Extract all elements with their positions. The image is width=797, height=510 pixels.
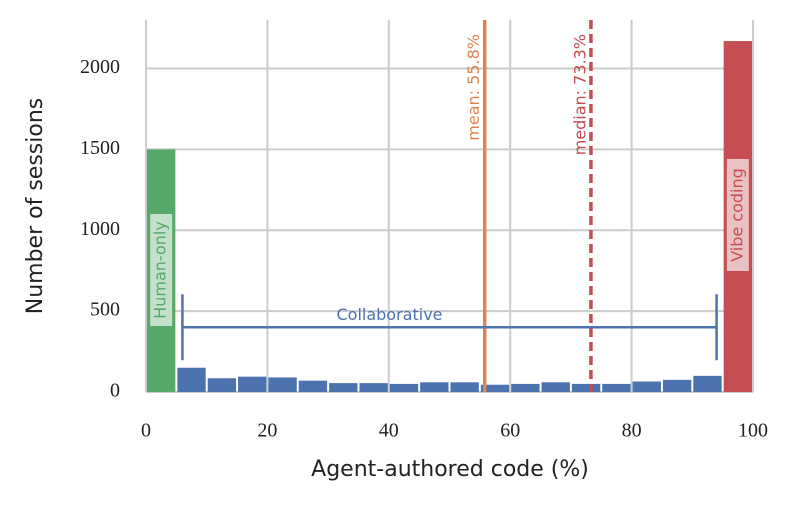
- bar: [329, 383, 358, 392]
- bar: [511, 383, 540, 392]
- y-tick-label: 1000: [80, 218, 120, 240]
- bar: [662, 379, 692, 392]
- bar: [207, 378, 237, 392]
- bar: [177, 367, 206, 392]
- x-tick-label: 60: [500, 420, 520, 442]
- label-box: [726, 159, 749, 271]
- bar: [420, 382, 449, 392]
- x-tick-label: 0: [141, 420, 151, 442]
- bar: [298, 380, 328, 392]
- bar: [450, 382, 479, 392]
- x-axis-label: Agent-authored code (%): [311, 457, 589, 482]
- bar: [541, 382, 570, 392]
- label-box: [150, 214, 173, 326]
- y-tick-label: 0: [110, 380, 120, 402]
- bar: [571, 383, 601, 392]
- x-tick-label: 20: [257, 420, 277, 442]
- y-tick-label: 2000: [80, 56, 120, 78]
- bar: [268, 377, 297, 392]
- bar: [632, 381, 661, 392]
- bar-annotation: Vibe coding: [727, 168, 746, 262]
- bar: [359, 383, 388, 392]
- bar: [480, 384, 510, 392]
- x-tick-label: 40: [379, 420, 399, 442]
- reference-label: median: 73.3%: [570, 34, 589, 155]
- x-tick-label: 80: [622, 420, 642, 442]
- y-axis-label: Number of sessions: [23, 98, 48, 314]
- bar-annotation: Human-only: [151, 221, 170, 319]
- bar: [693, 375, 722, 392]
- y-tick-label: 500: [90, 299, 120, 321]
- reference-label: mean: 55.8%: [464, 34, 483, 141]
- bar: [389, 383, 419, 392]
- x-tick-label: 100: [738, 420, 768, 442]
- bar: [238, 376, 267, 392]
- bracket-label: Collaborative: [336, 305, 442, 324]
- y-tick-label: 1500: [80, 137, 120, 159]
- bar: [602, 383, 631, 392]
